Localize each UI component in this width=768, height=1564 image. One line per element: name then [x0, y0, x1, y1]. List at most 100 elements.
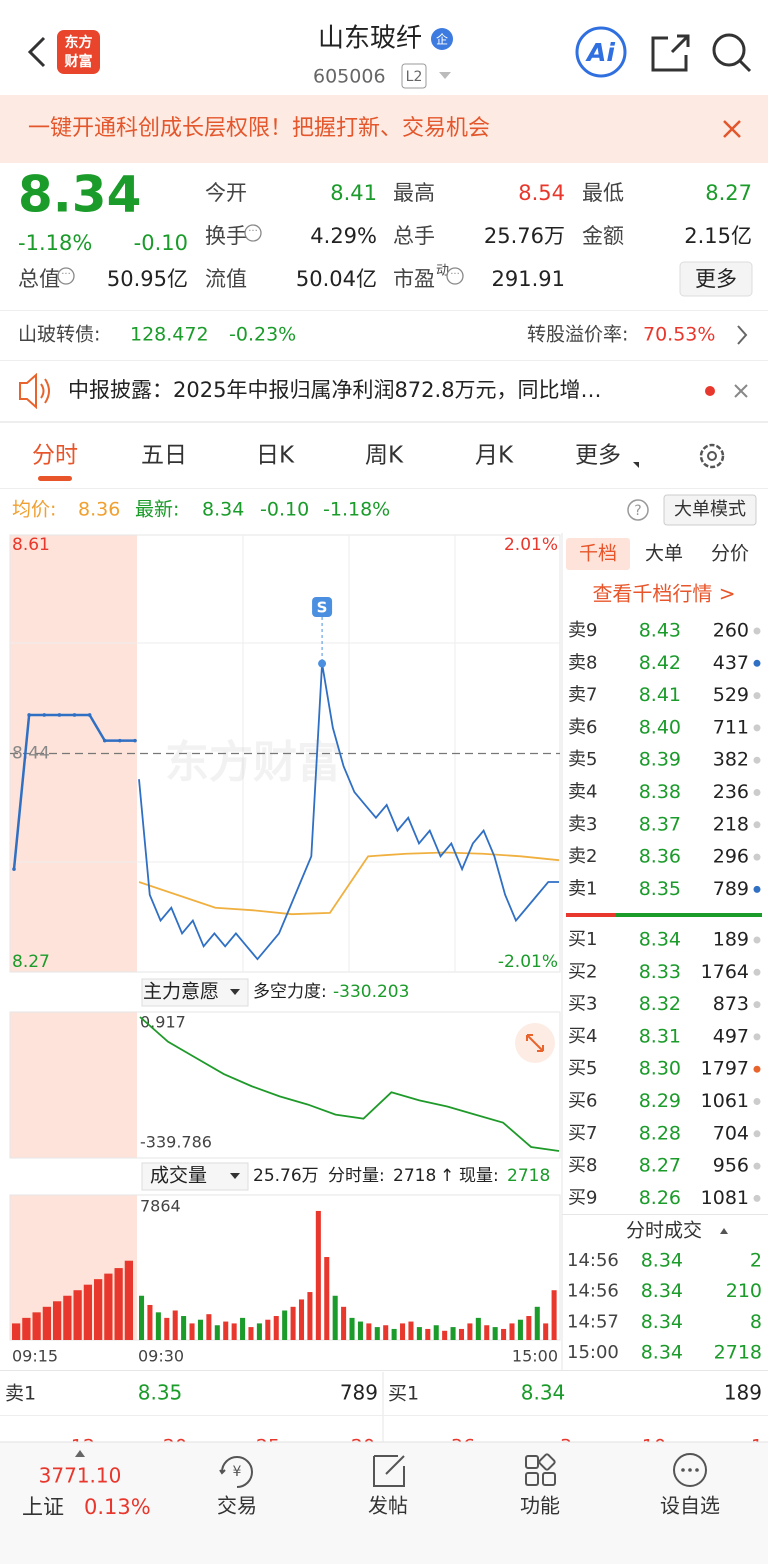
info-dots: ··· — [450, 269, 460, 280]
dropdown-arrow[interactable] — [439, 72, 451, 79]
auction-bar — [94, 1279, 103, 1340]
book-price: 8.33 — [639, 961, 681, 983]
stat-label: 总手 — [393, 224, 435, 248]
tab-underline — [38, 476, 72, 481]
book-volume: 382 — [713, 749, 749, 771]
volume-select[interactable] — [141, 1162, 249, 1191]
tab[interactable]: 更多 — [575, 443, 621, 469]
news-text[interactable]: 中报披露：2025年中报归属净利润872.8万元，同比增… — [68, 378, 602, 402]
book-volume: 296 — [713, 846, 749, 868]
volume-bar — [534, 1306, 540, 1340]
book-price: 8.40 — [639, 716, 681, 738]
book-dot — [753, 821, 761, 829]
book-dot — [753, 936, 761, 944]
stat-label: 金额 — [582, 224, 624, 248]
now-label: 现量: — [459, 1166, 499, 1186]
volume-bar — [197, 1319, 203, 1340]
nav-item[interactable]: 设自选 — [660, 1494, 720, 1518]
tab[interactable]: 五日 — [141, 443, 187, 469]
pct-top: 2.01% — [504, 535, 558, 555]
stat-value: 291.91 — [492, 267, 565, 291]
volume-bar — [442, 1330, 448, 1340]
post-icon[interactable] — [373, 1455, 405, 1487]
book-tab[interactable]: 分价 — [711, 543, 749, 565]
volume-bar — [172, 1310, 178, 1340]
tab[interactable]: 月K — [475, 443, 514, 469]
trades-title[interactable]: 分时成交 — [626, 1220, 702, 1242]
tab[interactable]: 周K — [365, 443, 404, 469]
signal-text: S — [317, 599, 328, 617]
volume-bar — [147, 1304, 153, 1340]
book-tab[interactable]: 大单 — [645, 543, 683, 565]
index-arrow — [75, 1450, 85, 1457]
index-value[interactable]: 3771.10 — [39, 1464, 122, 1488]
volume-bar — [433, 1325, 439, 1340]
book-tab[interactable]: 千档 — [579, 543, 617, 565]
tab[interactable]: 日K — [256, 443, 295, 469]
ai-text[interactable]: Ai — [585, 38, 615, 67]
trade-price: 8.34 — [641, 1311, 683, 1333]
share-button[interactable] — [651, 34, 690, 72]
volume-bar — [214, 1325, 220, 1340]
nav-item[interactable]: 交易 — [217, 1494, 257, 1518]
auction-bar — [42, 1306, 51, 1340]
trade-time: 14:56 — [567, 1281, 619, 1302]
price-line — [138, 663, 559, 961]
volume-total: 25.76万 — [253, 1166, 319, 1186]
trade-icon[interactable] — [219, 1456, 253, 1488]
trade-price: 8.34 — [641, 1250, 683, 1272]
nav-item[interactable]: 发帖 — [368, 1494, 408, 1518]
info-icon[interactable] — [244, 224, 262, 242]
func-icon[interactable] — [525, 1455, 539, 1469]
ai-button[interactable] — [575, 26, 627, 78]
tab[interactable]: 分时 — [32, 443, 78, 469]
book-link[interactable]: 查看千档行情 > — [592, 582, 735, 606]
signal-badge[interactable] — [312, 597, 333, 617]
stat-label: 市盈 — [393, 267, 435, 291]
volume-name[interactable]: 成交量 — [150, 1165, 207, 1187]
more-button[interactable] — [679, 261, 753, 297]
divider — [0, 421, 768, 423]
period-label: 分时量: — [328, 1166, 385, 1186]
banner-text[interactable]: 一键开通科创成长层权限！把握打新、交易机会 — [28, 116, 490, 141]
auction-dot — [87, 713, 92, 717]
indicator-select[interactable] — [141, 978, 249, 1007]
level-box — [401, 63, 427, 89]
volume-bar — [383, 1325, 389, 1340]
info-icon[interactable] — [446, 267, 464, 285]
mode-button[interactable] — [663, 494, 757, 526]
book-label: 买3 — [568, 994, 597, 1015]
auction-dot — [27, 713, 31, 717]
info-icon[interactable] — [57, 267, 75, 285]
watch-icon[interactable] — [673, 1453, 707, 1487]
select-arrow — [230, 1173, 240, 1179]
chevron[interactable] — [737, 325, 748, 345]
volume-bar — [416, 1327, 422, 1340]
force-name[interactable]: 主力意愿 — [143, 981, 219, 1003]
nav-item[interactable]: 功能 — [520, 1494, 560, 1518]
y-tick-label: 8.61 — [12, 535, 50, 555]
back-button[interactable] — [27, 36, 46, 68]
help-text[interactable]: ? — [634, 503, 641, 519]
volume-bar — [332, 1295, 338, 1340]
divider — [0, 488, 768, 489]
settings-icon[interactable] — [699, 443, 725, 469]
news-close[interactable] — [734, 384, 748, 398]
book-price: 8.42 — [639, 652, 681, 674]
force-tick: -339.786 — [140, 1133, 212, 1152]
help-icon[interactable] — [627, 499, 649, 521]
volume-bar — [164, 1317, 170, 1340]
change-pct: -1.18% — [18, 231, 92, 255]
volume-bar — [374, 1327, 380, 1340]
speaker-icon — [19, 372, 50, 410]
book-volume: 956 — [713, 1155, 749, 1177]
mode-text[interactable]: 大单模式 — [674, 499, 746, 520]
search-button[interactable] — [712, 33, 746, 67]
banner[interactable] — [0, 95, 768, 163]
more-text[interactable]: 更多 — [695, 267, 737, 291]
book-volume: 236 — [713, 781, 749, 803]
auction-dot — [57, 713, 62, 717]
banner-close[interactable] — [723, 120, 741, 138]
auction-bar — [104, 1273, 113, 1340]
